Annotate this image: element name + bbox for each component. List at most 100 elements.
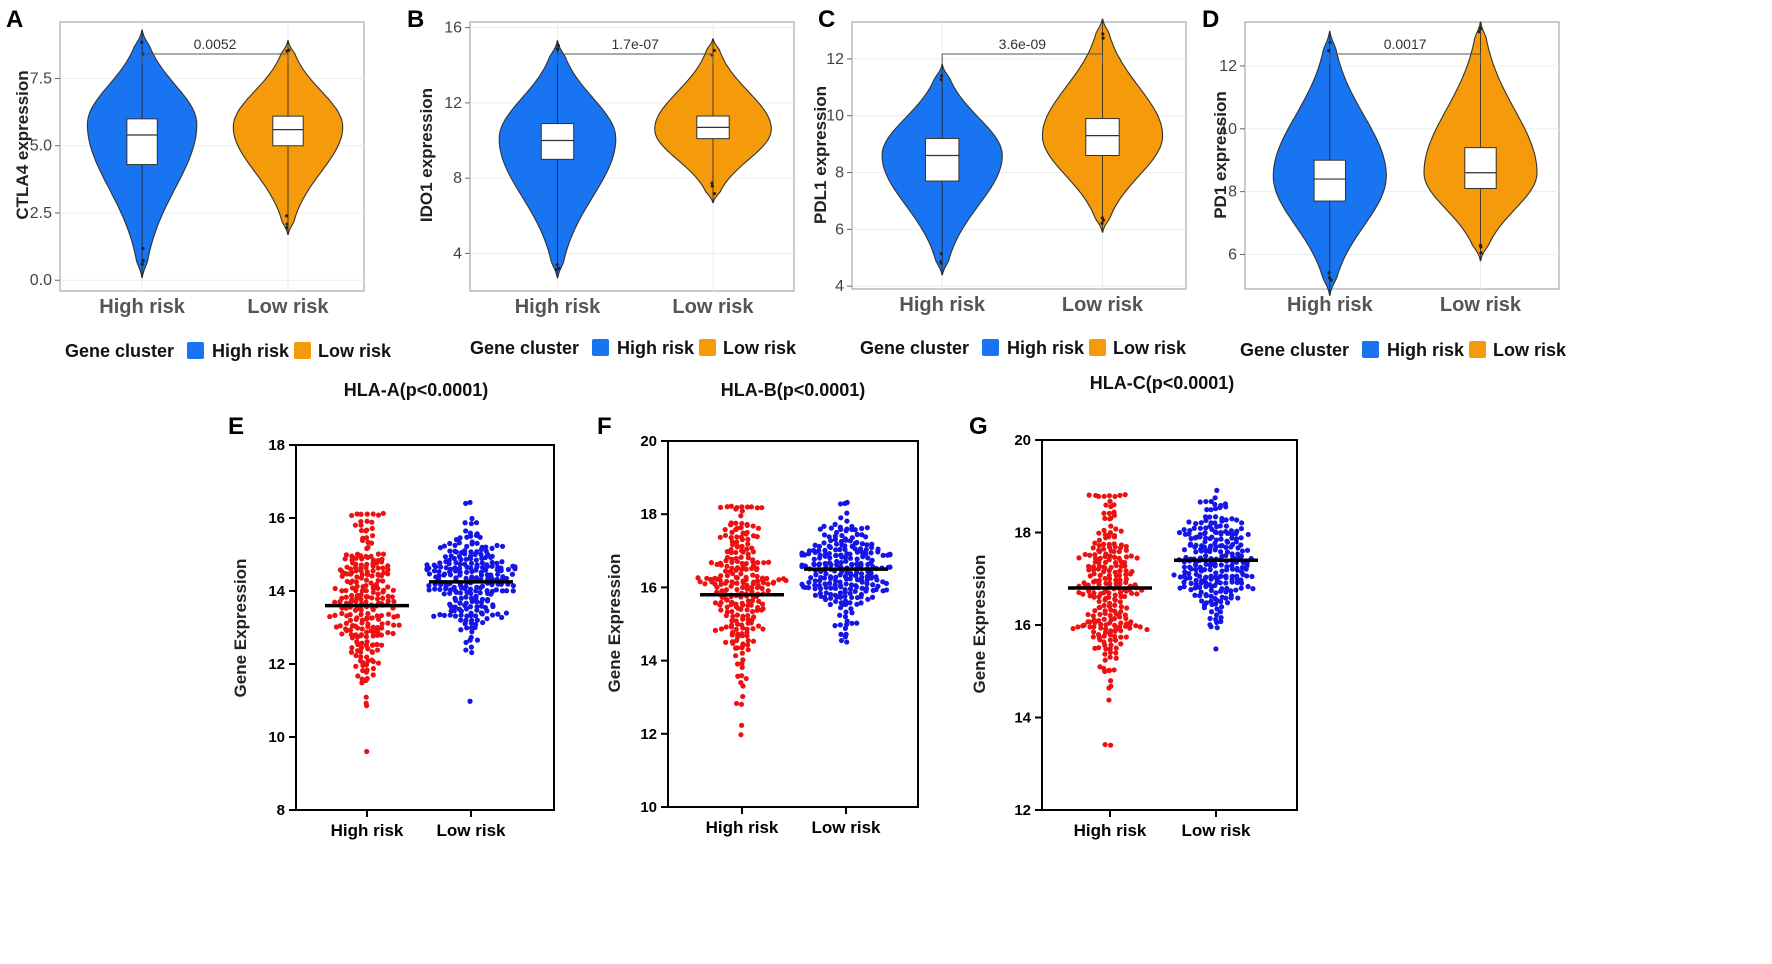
data-point	[364, 571, 371, 578]
data-point	[473, 557, 479, 563]
data-point	[1208, 576, 1214, 582]
data-point	[477, 590, 483, 596]
data-point	[1118, 641, 1124, 647]
data-point	[723, 578, 730, 585]
data-point	[1197, 534, 1203, 540]
data-point	[1229, 579, 1235, 585]
data-point	[1123, 547, 1129, 553]
data-point	[1234, 517, 1240, 523]
data-point	[467, 586, 474, 592]
data-point	[374, 632, 381, 638]
data-point	[453, 537, 460, 543]
data-point	[837, 590, 844, 596]
data-point	[745, 541, 751, 547]
data-point	[353, 579, 360, 585]
data-point	[837, 622, 843, 628]
data-point	[858, 600, 864, 606]
data-point	[844, 618, 850, 624]
data-point	[375, 616, 382, 622]
data-point	[1107, 612, 1113, 619]
data-point	[1197, 584, 1203, 591]
data-point	[1193, 549, 1199, 555]
data-point	[1238, 569, 1245, 575]
significance-bracket	[556, 53, 714, 64]
data-point	[1224, 585, 1230, 592]
legend-item: High risk	[212, 341, 290, 361]
data-point	[859, 585, 865, 591]
data-point	[1217, 609, 1224, 615]
data-point	[734, 565, 741, 571]
data-point	[463, 639, 469, 646]
legend-item: High risk	[1387, 340, 1465, 360]
data-point	[464, 569, 470, 575]
data-point	[1096, 547, 1102, 553]
x-category-label: High risk	[515, 296, 601, 318]
data-point	[499, 588, 506, 594]
p-value: 0.0017	[1384, 36, 1427, 52]
data-point	[745, 598, 751, 604]
legend-title: Gene cluster	[470, 338, 579, 358]
data-point	[1117, 545, 1124, 551]
data-point	[1202, 579, 1209, 586]
data-point	[852, 546, 858, 552]
outlier-point	[710, 184, 714, 188]
data-point	[718, 607, 724, 613]
data-point	[1193, 571, 1199, 577]
data-point	[739, 722, 745, 728]
data-point	[1087, 593, 1093, 599]
data-point	[1207, 615, 1213, 622]
y-tick-label: 18	[268, 437, 285, 454]
data-point	[729, 608, 735, 615]
data-point	[424, 567, 430, 573]
data-point	[733, 601, 739, 607]
data-point	[1127, 625, 1133, 631]
data-point	[730, 613, 736, 620]
data-point	[339, 588, 345, 594]
data-point	[480, 619, 486, 626]
data-point	[385, 584, 391, 590]
data-point	[852, 588, 858, 594]
data-point	[1097, 572, 1103, 578]
y-tick-label: 10	[826, 108, 844, 125]
outlier-point	[1328, 40, 1332, 45]
data-point	[839, 602, 845, 608]
data-point	[1108, 742, 1114, 748]
data-point	[728, 503, 734, 509]
data-point	[738, 701, 745, 707]
data-point	[1212, 495, 1218, 501]
p-value: 1.7e-07	[611, 36, 659, 52]
data-point	[811, 561, 817, 567]
data-point	[474, 562, 480, 568]
data-point	[498, 567, 504, 574]
data-point	[750, 626, 756, 632]
data-point	[849, 526, 855, 533]
data-point	[1107, 654, 1113, 660]
data-point	[1113, 650, 1119, 656]
data-point	[379, 556, 385, 562]
data-point	[499, 543, 506, 549]
data-point	[816, 562, 822, 568]
data-point	[745, 616, 751, 623]
data-point	[1177, 574, 1183, 580]
data-point	[734, 586, 740, 593]
data-point	[1103, 622, 1109, 628]
y-axis-title: CTLA4 expression	[13, 70, 32, 219]
data-point	[842, 593, 848, 599]
data-point	[1198, 568, 1204, 574]
data-point	[744, 522, 750, 529]
data-point	[374, 647, 381, 653]
y-tick-label: 10	[268, 729, 285, 746]
data-point	[1198, 580, 1204, 586]
data-point	[333, 624, 340, 630]
data-point	[364, 629, 370, 635]
data-point	[358, 607, 364, 613]
data-point	[1181, 584, 1187, 590]
data-point	[859, 578, 865, 584]
data-point	[1243, 566, 1249, 572]
data-point	[347, 580, 354, 586]
data-point	[358, 522, 364, 528]
data-point	[1090, 613, 1096, 619]
data-point	[1202, 575, 1208, 581]
legend: Gene cluster High risk Low risk	[860, 338, 1187, 358]
data-point	[337, 599, 343, 605]
